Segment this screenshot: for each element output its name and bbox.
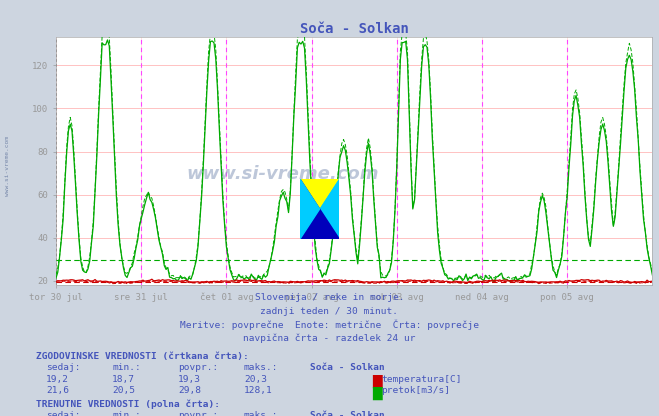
Text: sedaj:: sedaj: (46, 363, 80, 372)
Text: www.si-vreme.com: www.si-vreme.com (5, 136, 11, 196)
Text: 20,5: 20,5 (112, 386, 135, 396)
Polygon shape (300, 179, 339, 239)
Text: TRENUTNE VREDNOSTI (polna črta):: TRENUTNE VREDNOSTI (polna črta): (36, 399, 220, 409)
Text: 18,7: 18,7 (112, 375, 135, 384)
Polygon shape (300, 179, 339, 239)
Text: temperatura[C]: temperatura[C] (381, 375, 461, 384)
Title: Soča - Solkan: Soča - Solkan (300, 22, 409, 36)
Text: ZGODOVINSKE VREDNOSTI (črtkana črta):: ZGODOVINSKE VREDNOSTI (črtkana črta): (36, 352, 249, 361)
Text: 19,3: 19,3 (178, 375, 201, 384)
Text: Soča - Solkan: Soča - Solkan (310, 363, 384, 372)
Text: sedaj:: sedaj: (46, 411, 80, 416)
Text: 19,2: 19,2 (46, 375, 69, 384)
Text: █: █ (372, 375, 382, 388)
Text: navpična črta - razdelek 24 ur: navpična črta - razdelek 24 ur (243, 333, 416, 343)
Text: 21,6: 21,6 (46, 386, 69, 396)
Text: maks.:: maks.: (244, 411, 278, 416)
Text: povpr.:: povpr.: (178, 363, 218, 372)
Text: █: █ (372, 386, 382, 400)
Text: zadnji teden / 30 minut.: zadnji teden / 30 minut. (260, 307, 399, 316)
Text: 128,1: 128,1 (244, 386, 273, 396)
Polygon shape (300, 179, 320, 239)
Text: 29,8: 29,8 (178, 386, 201, 396)
Text: Meritve: povprečne  Enote: metrične  Črta: povprečje: Meritve: povprečne Enote: metrične Črta:… (180, 320, 479, 330)
Text: 20,3: 20,3 (244, 375, 267, 384)
Text: min.:: min.: (112, 411, 141, 416)
Text: Soča - Solkan: Soča - Solkan (310, 411, 384, 416)
Text: Slovenija / reke in morje.: Slovenija / reke in morje. (255, 293, 404, 302)
Text: pretok[m3/s]: pretok[m3/s] (381, 386, 450, 396)
Text: min.:: min.: (112, 363, 141, 372)
Text: povpr.:: povpr.: (178, 411, 218, 416)
Text: maks.:: maks.: (244, 363, 278, 372)
Polygon shape (300, 179, 339, 239)
Text: www.si-vreme.com: www.si-vreme.com (186, 165, 379, 183)
Polygon shape (300, 179, 339, 239)
